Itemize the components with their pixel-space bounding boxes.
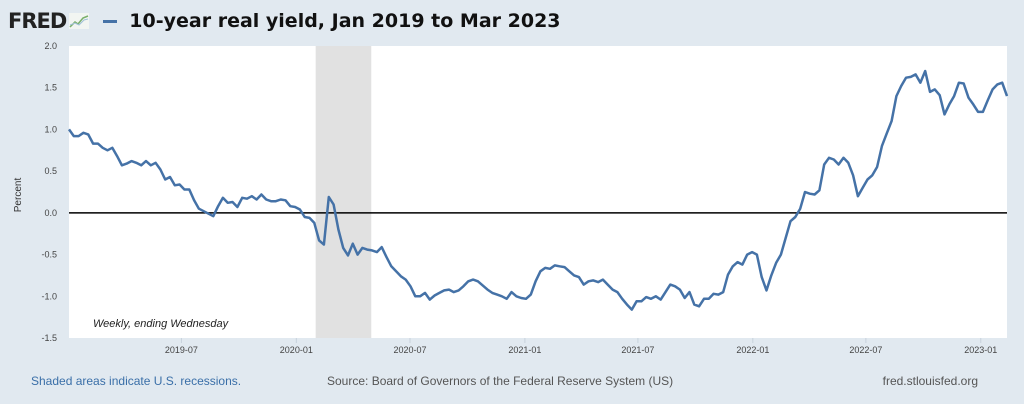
- x-tick-label: 2021-01: [508, 345, 541, 355]
- series-line: [67, 69, 1009, 311]
- x-tick-label: 2021-07: [621, 345, 654, 355]
- x-tick-label: 2019-07: [165, 345, 198, 355]
- site-link[interactable]: fred.stlouisfed.org: [882, 374, 978, 388]
- x-tick-label: 2022-07: [849, 345, 882, 355]
- y-axis-label: Percent: [13, 178, 24, 213]
- y-tick-label: -0.5: [41, 250, 57, 260]
- x-tick-label: 2020-07: [393, 345, 426, 355]
- fred-chart-logo-icon: [69, 13, 90, 29]
- y-tick-label: -1.0: [41, 291, 57, 301]
- y-tick-label: 1.0: [44, 124, 57, 134]
- y-tick-label: -1.5: [41, 333, 57, 343]
- x-tick-label: 2020-01: [280, 345, 313, 355]
- y-tick-label: 1.5: [44, 83, 57, 93]
- y-tick-label: 2.0: [44, 41, 57, 51]
- x-tick-label: 2023-01: [964, 345, 997, 355]
- chart-header: FRED 10-year real yield, Jan 2019 to Mar…: [8, 5, 561, 37]
- source-text: Source: Board of Governors of the Federa…: [327, 374, 674, 388]
- recession-note: Shaded areas indicate U.S. recessions.: [31, 374, 242, 388]
- series-legend-line: [103, 19, 118, 23]
- recession-shade: [315, 46, 372, 338]
- fred-logo[interactable]: FRED: [8, 9, 67, 33]
- chart-title: 10-year real yield, Jan 2019 to Mar 2023: [129, 10, 561, 32]
- y-tick-label: 0.5: [44, 166, 57, 176]
- x-tick-label: 2022-01: [736, 345, 769, 355]
- plot-area: [69, 46, 1007, 338]
- y-tick-label: 0.0: [44, 208, 57, 218]
- frequency-annotation: Weekly, ending Wednesday: [93, 318, 230, 330]
